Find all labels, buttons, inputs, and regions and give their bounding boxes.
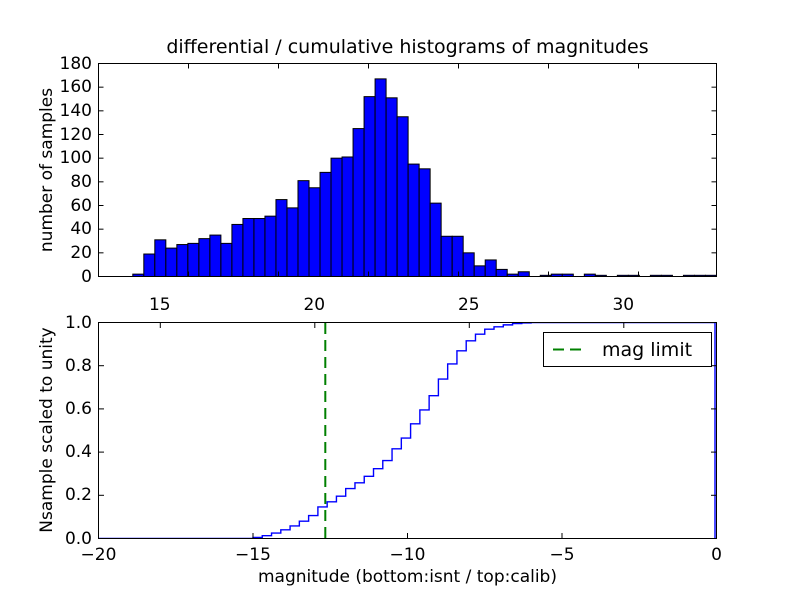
histogram-bar <box>462 252 475 277</box>
histogram-bar <box>242 218 255 277</box>
histogram-bar <box>440 235 453 277</box>
calib-xtick-label: 30 <box>612 295 635 315</box>
top-ytick-label: 80 <box>70 171 92 192</box>
isnt-xtick-label: 0 <box>711 545 722 565</box>
top-ytick-label: 120 <box>59 124 92 145</box>
histogram-bar <box>495 268 508 277</box>
histogram-bar <box>385 97 398 277</box>
top-ytick-label: 60 <box>70 195 92 216</box>
x-axis-label: magnitude (bottom:isnt / top:calib) <box>258 567 557 587</box>
isnt-xtick-label: −5 <box>549 545 575 565</box>
isnt-xtick-label: −20 <box>80 545 117 565</box>
histogram-bar <box>209 234 222 277</box>
top-ylabel: number of samples <box>37 87 57 253</box>
histogram-bar <box>374 78 387 277</box>
legend-box: mag limit <box>543 332 712 367</box>
bottom-ytick-label: 1.0 <box>64 312 92 333</box>
bottom-cumulative-axes <box>98 322 717 539</box>
histogram-bar <box>220 242 233 277</box>
histogram-bar <box>264 215 277 277</box>
histogram-bar <box>341 156 354 277</box>
histogram-bar <box>473 265 486 277</box>
top-histogram-axes <box>98 63 717 277</box>
cumulative-histogram-plot <box>98 322 717 539</box>
legend-dashed-line-sample <box>553 348 586 351</box>
top-ytick-label: 100 <box>59 148 92 169</box>
histogram-bar <box>286 207 299 277</box>
histogram-bar <box>429 202 442 277</box>
calib-xtick-label: 25 <box>457 295 480 315</box>
bottom-ylabel: Nsample scaled to unity <box>37 327 57 533</box>
legend-label: mag limit <box>602 338 693 361</box>
histogram-bar <box>330 157 343 277</box>
bottom-ytick-label: 0.0 <box>64 528 92 549</box>
histogram-bar <box>154 239 167 277</box>
histogram-bar <box>407 163 420 277</box>
bottom-ytick-label: 0.2 <box>64 485 92 506</box>
calib-xtick-label: 20 <box>303 295 326 315</box>
top-ytick-label: 140 <box>59 100 92 121</box>
histogram-bar <box>187 242 200 277</box>
top-ytick-label: 20 <box>70 242 92 263</box>
histogram-bar <box>165 247 178 277</box>
calib-xtick-label: 15 <box>148 295 171 315</box>
histogram-bar <box>418 168 431 277</box>
isnt-xtick-label: −10 <box>389 545 426 565</box>
top-ytick-label: 0 <box>81 266 92 287</box>
top-ytick-label: 160 <box>59 77 92 98</box>
histogram-bar <box>275 199 288 277</box>
histogram-bar <box>517 271 530 277</box>
histogram-bar <box>231 223 244 277</box>
histogram-bar <box>451 235 464 277</box>
histogram-bar <box>363 96 376 277</box>
histogram-bar <box>143 253 156 277</box>
histogram-bar <box>319 171 332 277</box>
isnt-xtick-label: −15 <box>235 545 271 565</box>
histogram-bar <box>484 259 497 277</box>
histogram-bar <box>297 180 310 277</box>
histogram-bar <box>176 244 189 277</box>
histogram-bar <box>253 218 266 277</box>
figure-title: differential / cumulative histograms of … <box>166 36 649 58</box>
cumulative-step-curve <box>98 322 716 539</box>
histogram-bar <box>352 128 365 277</box>
histogram-bar <box>198 238 211 277</box>
histogram-bar <box>308 187 321 277</box>
top-ytick-label: 40 <box>70 219 92 240</box>
differential-histogram-plot <box>98 63 717 277</box>
bottom-ytick-label: 0.6 <box>64 398 92 419</box>
histogram-bar <box>396 116 409 277</box>
top-ytick-label: 180 <box>59 53 92 74</box>
bottom-ytick-label: 0.8 <box>64 355 92 376</box>
bottom-ytick-label: 0.4 <box>64 442 92 463</box>
